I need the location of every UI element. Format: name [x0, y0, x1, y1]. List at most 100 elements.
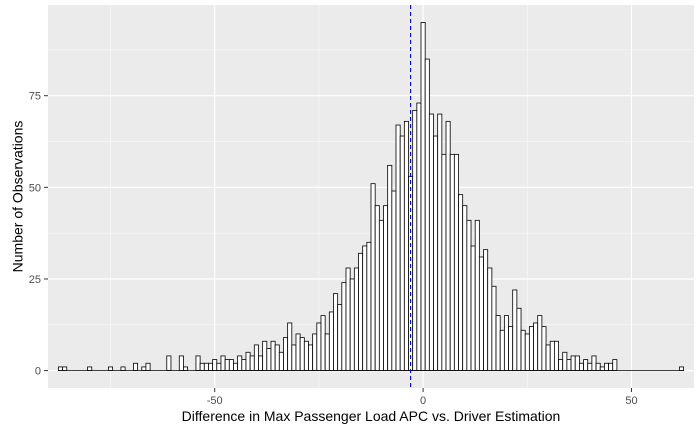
- histogram-bars: [58, 22, 684, 371]
- histogram-bar: [166, 355, 172, 371]
- histogram-bar: [603, 362, 609, 371]
- histogram-bar: [295, 333, 301, 371]
- histogram-bar: [420, 22, 426, 371]
- histogram-bar: [499, 329, 505, 371]
- y-tick-label: 75: [29, 91, 41, 103]
- histogram-bar: [133, 362, 139, 371]
- histogram-bar: [566, 359, 572, 371]
- histogram-bar: [378, 219, 384, 371]
- histogram-bar: [608, 362, 614, 371]
- histogram-bar: [403, 120, 409, 371]
- histogram-bar: [233, 362, 239, 371]
- histogram-bar: [224, 359, 230, 371]
- histogram-bar: [599, 366, 605, 371]
- histogram-bar: [508, 326, 514, 371]
- histogram-bar: [387, 164, 393, 371]
- histogram-bar: [537, 315, 543, 371]
- histogram-bar: [366, 241, 372, 371]
- histogram-bar: [266, 348, 272, 371]
- histogram-bar: [612, 359, 618, 371]
- histogram-bar: [274, 344, 280, 371]
- x-tick-label: -50: [207, 395, 223, 407]
- histogram-bar: [178, 355, 184, 371]
- histogram-bar: [270, 340, 276, 371]
- histogram-bar: [433, 135, 439, 371]
- histogram-bar: [449, 153, 455, 371]
- histogram-bar: [574, 355, 580, 371]
- histogram-bar: [258, 355, 264, 371]
- histogram-bar: [203, 362, 209, 371]
- histogram-bar: [549, 340, 555, 371]
- histogram-bar: [512, 289, 518, 371]
- histogram-bar: [441, 153, 447, 371]
- histogram-bar: [291, 344, 297, 371]
- histogram-bar: [483, 249, 489, 371]
- y-tick-label: 50: [29, 182, 41, 194]
- histogram-bar: [524, 333, 530, 371]
- histogram-bar: [278, 351, 284, 371]
- histogram-bar: [679, 366, 684, 371]
- histogram-bar: [399, 135, 405, 371]
- histogram-bar: [283, 337, 289, 371]
- histogram-bar: [478, 256, 484, 371]
- histogram-bar: [208, 362, 214, 371]
- histogram-bar: [383, 205, 389, 371]
- histogram-bar: [578, 362, 584, 371]
- histogram-bar: [395, 124, 401, 371]
- histogram-bar: [120, 366, 126, 371]
- histogram-bar: [241, 359, 247, 371]
- histogram-bar: [145, 362, 151, 371]
- x-axis-title: Difference in Max Passenger Load APC vs.…: [182, 408, 561, 424]
- histogram-bar: [358, 252, 364, 371]
- histogram-bar: [220, 355, 226, 371]
- histogram-bar: [253, 344, 259, 371]
- histogram-bar: [503, 315, 509, 371]
- histogram-bar: [466, 219, 472, 371]
- histogram-bar: [308, 344, 314, 371]
- y-tick-label: 25: [29, 274, 41, 286]
- histogram-bar: [533, 322, 539, 371]
- histogram-bar: [212, 359, 218, 371]
- histogram-bar: [516, 307, 522, 371]
- histogram-bar: [591, 355, 597, 371]
- y-axis-title: Number of Observations: [10, 121, 26, 273]
- histogram-bar: [62, 366, 68, 371]
- histogram-bar: [391, 190, 397, 371]
- histogram-bar: [562, 351, 568, 371]
- histogram-bar: [87, 366, 93, 371]
- histogram-bar: [341, 282, 347, 371]
- histogram-bar: [495, 315, 501, 371]
- histogram-bar: [262, 340, 268, 371]
- histogram-bar: [249, 355, 255, 371]
- histogram-bar: [412, 109, 418, 371]
- histogram-bar: [108, 366, 114, 371]
- histogram-bar: [424, 58, 430, 371]
- histogram-bar: [428, 113, 434, 371]
- histogram-bar: [320, 315, 326, 371]
- histogram-bar: [183, 366, 189, 371]
- histogram-bar: [416, 102, 422, 371]
- histogram-bar: [462, 205, 468, 371]
- histogram-bar: [324, 333, 330, 371]
- histogram-bar: [328, 311, 334, 371]
- histogram-bar: [587, 362, 593, 371]
- histogram-bar: [237, 355, 243, 371]
- histogram-bar: [316, 322, 322, 371]
- histogram-bar: [337, 304, 343, 371]
- histogram-bar: [287, 322, 293, 371]
- histogram-bar: [595, 362, 601, 371]
- histogram-bar: [228, 359, 234, 371]
- histogram-bar: [333, 293, 339, 371]
- histogram-bar: [370, 183, 376, 371]
- histogram-bar: [541, 326, 547, 371]
- histogram-bar: [558, 359, 564, 371]
- histogram-bar: [299, 337, 305, 371]
- x-tick-label: 0: [420, 395, 426, 407]
- y-tick-label: 0: [35, 366, 41, 378]
- histogram-bar: [374, 205, 380, 371]
- histogram-bar: [141, 366, 147, 371]
- histogram-bar: [437, 113, 443, 371]
- histogram-bar: [458, 194, 464, 371]
- histogram-bar: [470, 245, 476, 371]
